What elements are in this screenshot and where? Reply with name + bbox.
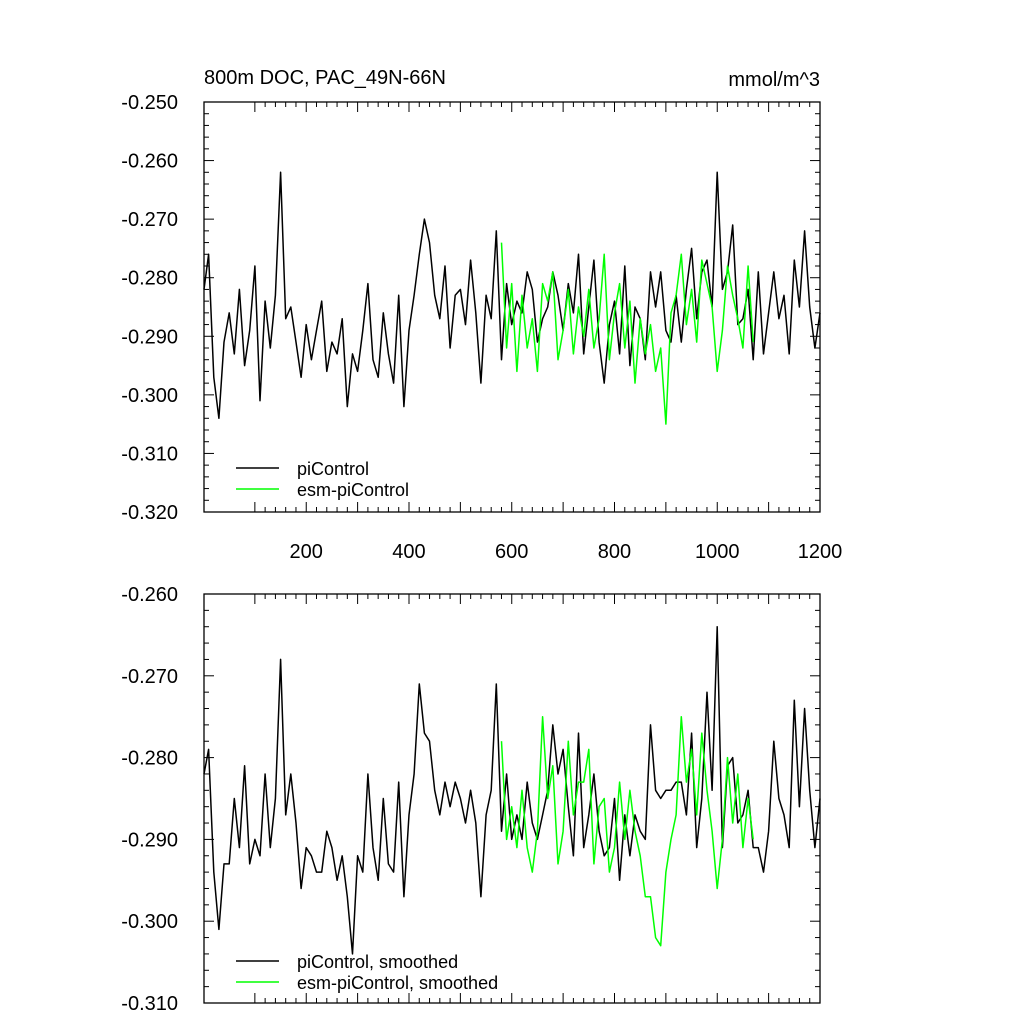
y-tick-label: -0.280 <box>121 748 178 770</box>
units-label: mmol/m^3 <box>728 69 820 91</box>
y-tick-label: -0.280 <box>121 268 178 290</box>
legend-label: piControl <box>297 459 369 479</box>
x-tick-label: 600 <box>495 541 528 563</box>
y-tick-label: -0.260 <box>121 151 178 173</box>
x-tick-label: 400 <box>392 541 425 563</box>
series-line-esm-picontrol <box>500 242 754 425</box>
top-panel: -0.250 -0.260 -0.270 -0.280 -0.290 -0.300 -0.3… <box>121 92 842 563</box>
y-tick-label: -0.310 <box>121 993 178 1015</box>
x-tick-label: 800 <box>598 541 631 563</box>
plot-frame <box>203 101 821 513</box>
y-tick-label: -0.300 <box>121 385 178 407</box>
y-tick-label: -0.270 <box>121 209 178 231</box>
y-tick-label: -0.290 <box>121 326 178 348</box>
y-tick-label: -0.250 <box>121 92 178 114</box>
x-tick-label: 1000 <box>695 541 740 563</box>
y-tick-label: -0.270 <box>121 666 178 688</box>
series-line-picontrol <box>203 625 821 955</box>
x-tick-label: 1200 <box>798 541 843 563</box>
legend-label: esm-piControl <box>297 480 409 500</box>
x-tick-label: 200 <box>290 541 323 563</box>
y-tick-label: -0.320 <box>121 502 178 524</box>
legend-label: esm-piControl, smoothed <box>297 973 498 993</box>
y-tick-label: -0.300 <box>121 911 178 933</box>
plot-frame <box>203 593 821 1004</box>
legend-label: piControl, smoothed <box>297 952 458 972</box>
series-line-esm-picontrol <box>500 715 754 947</box>
bottom-panel: -0.260 -0.270 -0.280 -0.290 -0.300 -0.310 piCo… <box>121 584 821 1015</box>
y-tick-label: -0.290 <box>121 829 178 851</box>
y-tick-label: -0.260 <box>121 584 178 606</box>
chart-title: 800m DOC, PAC_49N-66N <box>204 67 446 89</box>
series-line-picontrol <box>203 171 821 420</box>
y-tick-label: -0.310 <box>121 443 178 465</box>
